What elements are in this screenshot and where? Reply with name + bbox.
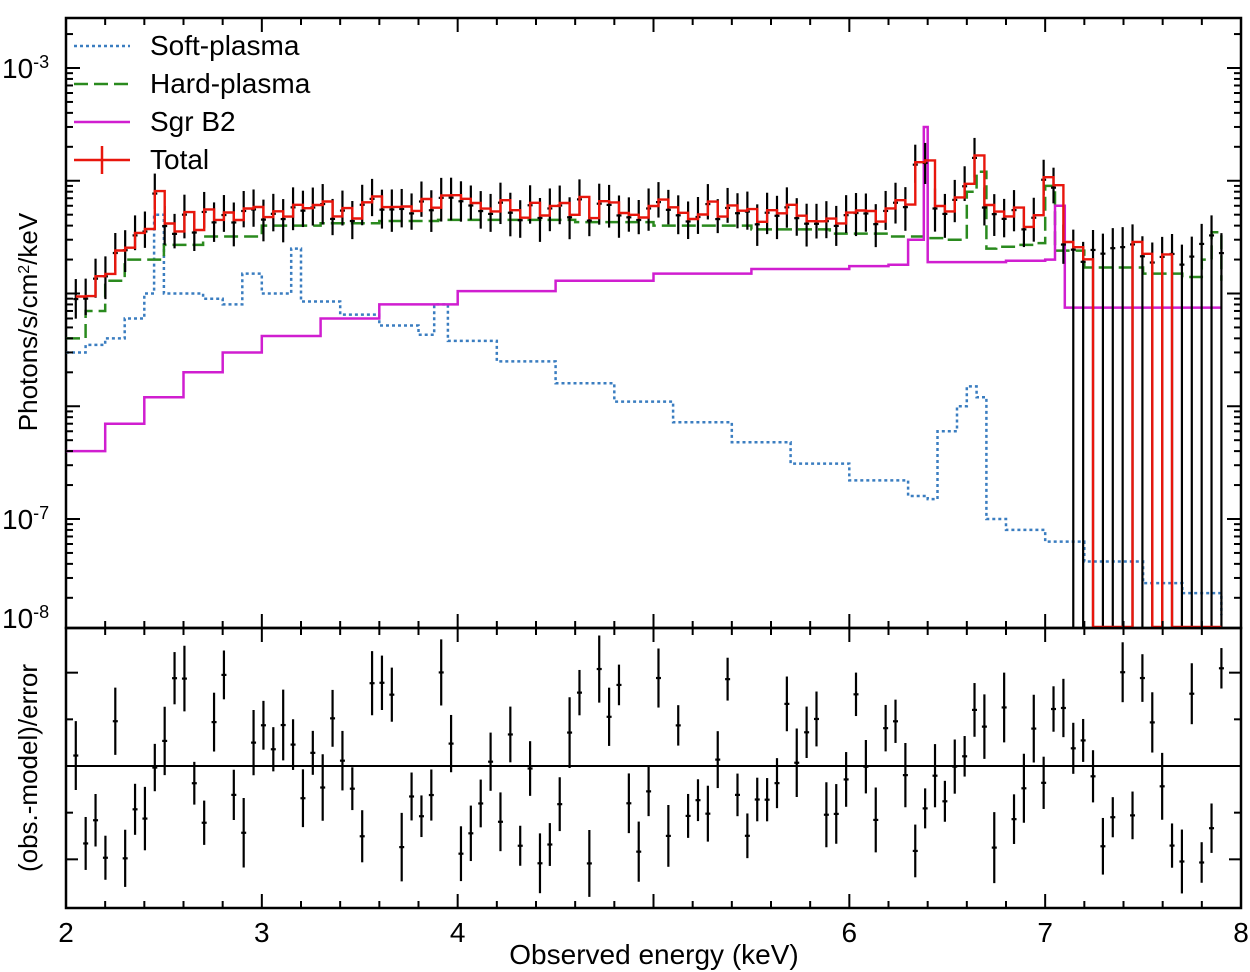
y-tick-label: 10-8 [2,602,49,634]
legend-label: Sgr B2 [150,106,236,137]
soft-plasma-curve [66,213,1223,616]
x-tick-label: 7 [1037,917,1053,948]
total-model-curve [75,154,1222,629]
bottom-y-axis-label: (obs.-model)/error [13,664,43,872]
model-curves [66,125,1223,616]
bottom-plot-frame [64,626,1243,910]
residual-points [66,635,1241,897]
y-tick-label-exponent: -7 [33,503,49,523]
y-tick-label-exponent: -8 [33,602,49,622]
x-axis-label: Observed energy (keV) [509,939,798,970]
legend-item: Sgr B2 [74,106,236,137]
y-tick-label-exponent: -3 [33,52,49,72]
y-tick-label-base: 10 [2,53,33,84]
top-plot-frame [64,16,1243,630]
legend: Soft-plasma Hard-plasma Sgr B2 Total [74,30,311,175]
legend-item: Total [74,144,209,175]
x-tick-label: 4 [450,917,466,948]
legend-item: Hard-plasma [74,68,311,99]
x-tick-label: 2 [58,917,74,948]
legend-label: Total [150,144,209,175]
x-tick-label: 6 [842,917,858,948]
hard-plasma-curve [66,170,1223,340]
legend-item: Soft-plasma [74,30,300,61]
sgr-b2-curve [66,125,1222,453]
y-tick-label: 10-7 [2,503,49,535]
legend-label: Soft-plasma [150,30,300,61]
bottom-panel: (obs.-model)/error [13,626,1243,910]
x-axis-ticks: 2 3 4 6 7 8 [58,18,1249,948]
top-panel: 10-310-710-8 Photons/s/cm2/keV Soft-plas… [2,16,1243,634]
top-y-ticks: 10-310-710-8 [2,33,1241,634]
y-tick-label-base: 10 [2,603,33,634]
legend-label: Hard-plasma [150,68,311,99]
x-tick-label: 8 [1233,917,1249,948]
x-tick-label: 3 [254,917,270,948]
y-tick-label: 10-3 [2,52,49,84]
top-y-axis-label: Photons/s/cm2/keV [13,212,43,431]
y-tick-label-base: 10 [2,504,33,535]
data-points [73,137,1224,629]
